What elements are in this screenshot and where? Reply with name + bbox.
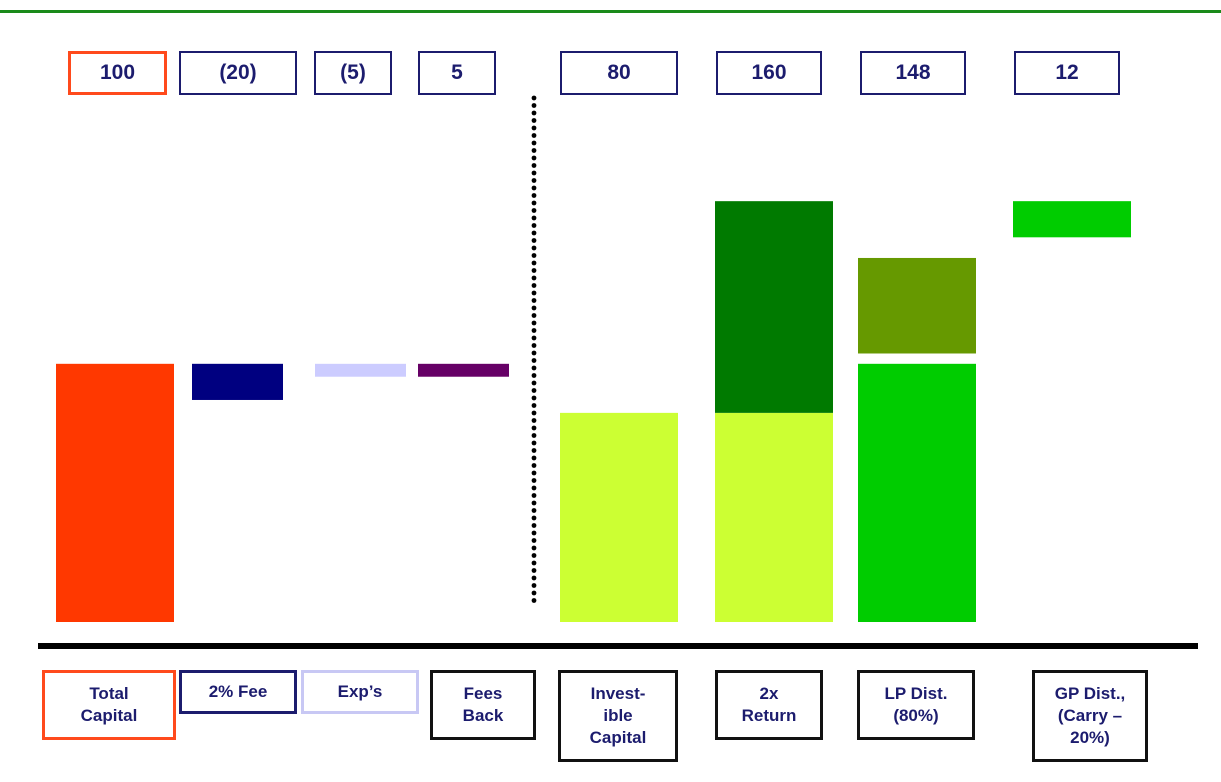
category-label-expenses: Exp’s [301, 670, 419, 714]
bar-lp-dist-80-seg-7 [858, 364, 976, 622]
divider-dot [532, 553, 537, 558]
value-label-fee: (20) [179, 51, 297, 95]
divider-dot [532, 396, 537, 401]
divider-dot [532, 283, 537, 288]
divider-dot [532, 351, 537, 356]
divider-dot [532, 358, 537, 363]
divider-dot [532, 516, 537, 521]
divider-dot [532, 343, 537, 348]
divider-dot [532, 418, 537, 423]
divider-dot [532, 231, 537, 236]
divider-dot [532, 366, 537, 371]
bar-fees-back-seg-3 [418, 364, 509, 377]
bar-invest-ible-capital-seg-4 [560, 413, 678, 622]
bar-gp-dist-carry-20-seg-9 [1013, 201, 1131, 237]
divider-dot [532, 321, 537, 326]
divider-dot [532, 148, 537, 153]
divider-dot [532, 223, 537, 228]
divider-dot [532, 433, 537, 438]
divider-dot [532, 501, 537, 506]
divider-dot [532, 261, 537, 266]
divider-dot [532, 583, 537, 588]
divider-dot [532, 156, 537, 161]
divider-dot [532, 298, 537, 303]
divider-dot [532, 441, 537, 446]
divider-dot [532, 163, 537, 168]
divider-dot [532, 598, 537, 603]
divider-dot [532, 381, 537, 386]
divider-dot [532, 216, 537, 221]
divider-dot [532, 448, 537, 453]
divider-dot [532, 591, 537, 596]
bar-2x-return-seg-6 [715, 201, 833, 413]
divider-dot [532, 268, 537, 273]
category-label-fees-back: Fees Back [430, 670, 536, 740]
divider-dot [532, 276, 537, 281]
divider-dot [532, 486, 537, 491]
divider-dot [532, 463, 537, 468]
divider-dot [532, 568, 537, 573]
value-label-lp-dist: 148 [860, 51, 966, 95]
divider-dot [532, 508, 537, 513]
category-label-fee: 2% Fee [179, 670, 297, 714]
divider-dot [532, 126, 537, 131]
divider-dot [532, 111, 537, 116]
divider-dot [532, 403, 537, 408]
divider-dot [532, 141, 537, 146]
category-label-gp-dist: GP Dist., (Carry – 20%) [1032, 670, 1148, 762]
divider-dot [532, 538, 537, 543]
baseline-axis [38, 643, 1198, 649]
value-label-2x-return: 160 [716, 51, 822, 95]
divider-dot [532, 576, 537, 581]
value-label-total-capital: 100 [68, 51, 167, 95]
divider-dot [532, 373, 537, 378]
bar-total-capital-seg-0 [56, 364, 174, 622]
divider-dot [532, 96, 537, 101]
divider-dot [532, 201, 537, 206]
divider-dot [532, 291, 537, 296]
divider-dot [532, 103, 537, 108]
category-label-investible-capital: Invest- ible Capital [558, 670, 678, 762]
category-label-2x-return: 2x Return [715, 670, 823, 740]
divider-dot [532, 193, 537, 198]
divider-dot [532, 546, 537, 551]
divider-dot [532, 336, 537, 341]
divider-dot [532, 411, 537, 416]
divider-dot [532, 313, 537, 318]
divider-dot [532, 238, 537, 243]
divider-dot [532, 133, 537, 138]
divider-dot [532, 426, 537, 431]
divider-dot [532, 531, 537, 536]
value-label-gp-dist: 12 [1014, 51, 1120, 95]
divider-dot [532, 178, 537, 183]
bar-lp-dist-80-seg-8 [858, 258, 976, 354]
divider-dot [532, 171, 537, 176]
category-label-lp-dist: LP Dist. (80%) [857, 670, 975, 740]
bar-exp-s-seg-2 [315, 364, 406, 377]
divider-dot [532, 388, 537, 393]
divider-dot [532, 456, 537, 461]
divider-dot [532, 523, 537, 528]
divider-dot [532, 328, 537, 333]
divider-dot [532, 246, 537, 251]
divider-dot [532, 478, 537, 483]
bar-2-fee-seg-1 [192, 364, 283, 400]
category-label-total-capital: Total Capital [42, 670, 176, 740]
divider-dot [532, 186, 537, 191]
divider-dot [532, 493, 537, 498]
divider-dot [532, 561, 537, 566]
divider-dot [532, 306, 537, 311]
divider-dot [532, 208, 537, 213]
value-label-fees-back: 5 [418, 51, 496, 95]
divider-dot [532, 118, 537, 123]
divider-dot [532, 471, 537, 476]
bar-2x-return-seg-5 [715, 413, 833, 622]
divider-dot [532, 253, 537, 258]
value-label-investible-capital: 80 [560, 51, 678, 95]
value-label-expenses: (5) [314, 51, 392, 95]
